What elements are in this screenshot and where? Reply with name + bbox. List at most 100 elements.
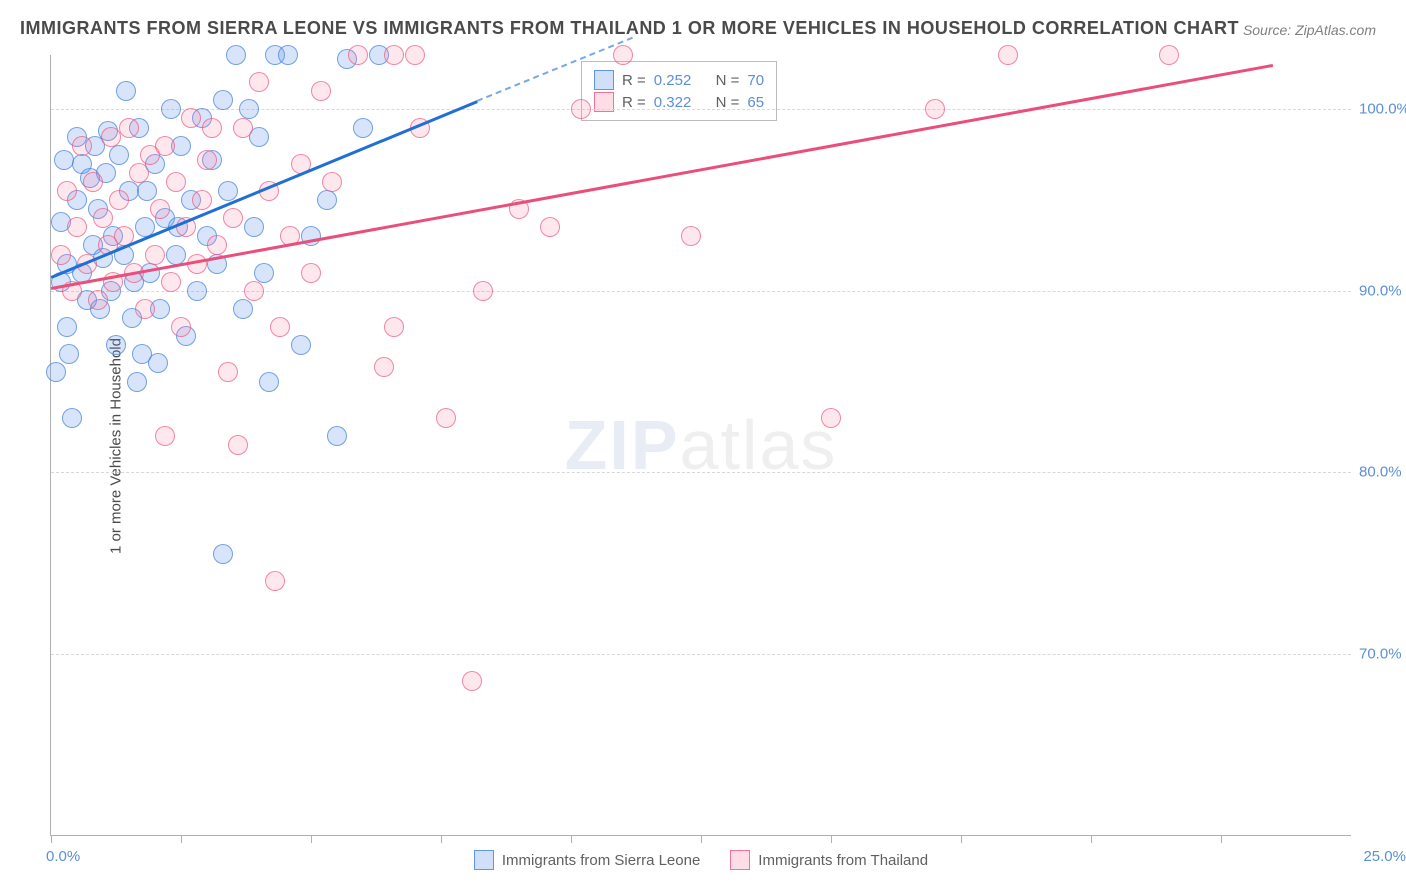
scatter-point — [218, 181, 238, 201]
scatter-point — [119, 118, 139, 138]
x-tick — [1221, 835, 1222, 843]
legend-bottom: Immigrants from Sierra Leone Immigrants … — [51, 850, 1351, 870]
scatter-point — [109, 145, 129, 165]
scatter-point — [301, 263, 321, 283]
r-value-pink: 0.322 — [654, 94, 692, 111]
scatter-point — [681, 226, 701, 246]
x-axis-max-label: 25.0% — [1363, 848, 1406, 865]
scatter-point — [228, 435, 248, 455]
scatter-point — [54, 150, 74, 170]
scatter-point — [109, 190, 129, 210]
scatter-point — [462, 671, 482, 691]
r-label: R = — [622, 94, 646, 111]
scatter-point — [301, 226, 321, 246]
scatter-point — [218, 362, 238, 382]
n-label: N = — [716, 72, 740, 89]
scatter-point — [473, 281, 493, 301]
x-tick — [441, 835, 442, 843]
scatter-point — [155, 136, 175, 156]
x-tick — [571, 835, 572, 843]
scatter-point — [998, 45, 1018, 65]
n-label: N = — [716, 94, 740, 111]
scatter-point — [384, 317, 404, 337]
scatter-point — [129, 163, 149, 183]
y-tick-label: 70.0% — [1359, 645, 1406, 662]
swatch-pink — [730, 850, 750, 870]
scatter-point — [150, 199, 170, 219]
scatter-point — [821, 408, 841, 428]
scatter-point — [207, 235, 227, 255]
x-tick — [311, 835, 312, 843]
scatter-point — [571, 99, 591, 119]
scatter-point — [322, 172, 342, 192]
scatter-point — [405, 45, 425, 65]
scatter-point — [161, 99, 181, 119]
swatch-blue — [474, 850, 494, 870]
scatter-point — [83, 172, 103, 192]
scatter-point — [374, 357, 394, 377]
legend-label-blue: Immigrants from Sierra Leone — [502, 852, 700, 869]
x-tick — [51, 835, 52, 843]
scatter-point — [291, 335, 311, 355]
scatter-point — [226, 45, 246, 65]
y-tick-label: 80.0% — [1359, 464, 1406, 481]
scatter-point — [278, 45, 298, 65]
scatter-point — [348, 45, 368, 65]
scatter-point — [187, 281, 207, 301]
scatter-point — [57, 317, 77, 337]
scatter-point — [613, 45, 633, 65]
scatter-point — [202, 118, 222, 138]
x-tick — [181, 835, 182, 843]
gridline — [51, 654, 1351, 655]
scatter-point — [540, 217, 560, 237]
scatter-point — [72, 136, 92, 156]
scatter-point — [1159, 45, 1179, 65]
scatter-point — [161, 272, 181, 292]
scatter-point — [137, 181, 157, 201]
source-label: Source: ZipAtlas.com — [1243, 22, 1376, 38]
scatter-point — [436, 408, 456, 428]
scatter-point — [88, 290, 108, 310]
scatter-point — [213, 90, 233, 110]
x-tick — [831, 835, 832, 843]
gridline — [51, 472, 1351, 473]
scatter-point — [148, 353, 168, 373]
scatter-point — [59, 344, 79, 364]
scatter-point — [135, 299, 155, 319]
legend-item-pink: Immigrants from Thailand — [730, 850, 928, 870]
scatter-point — [270, 317, 290, 337]
scatter-point — [93, 208, 113, 228]
legend-stats: R = 0.252 N = 70 R = 0.322 N = 65 — [581, 61, 777, 121]
scatter-point — [317, 190, 337, 210]
scatter-point — [192, 190, 212, 210]
r-value-blue: 0.252 — [654, 72, 692, 89]
legend-item-blue: Immigrants from Sierra Leone — [474, 850, 700, 870]
scatter-point — [145, 245, 165, 265]
scatter-point — [197, 150, 217, 170]
scatter-point — [171, 317, 191, 337]
scatter-point — [166, 245, 186, 265]
scatter-point — [239, 99, 259, 119]
scatter-point — [62, 408, 82, 428]
plot-area: ZIPatlas R = 0.252 N = 70 R = 0.322 N = … — [50, 55, 1351, 836]
n-value-pink: 65 — [747, 94, 764, 111]
chart-title: IMMIGRANTS FROM SIERRA LEONE VS IMMIGRAN… — [20, 18, 1239, 39]
x-tick — [701, 835, 702, 843]
legend-label-pink: Immigrants from Thailand — [758, 852, 928, 869]
scatter-point — [249, 72, 269, 92]
n-value-blue: 70 — [747, 72, 764, 89]
x-tick — [1091, 835, 1092, 843]
scatter-point — [181, 108, 201, 128]
scatter-point — [106, 335, 126, 355]
scatter-point — [223, 208, 243, 228]
scatter-point — [57, 181, 77, 201]
x-tick — [961, 835, 962, 843]
x-axis-min-label: 0.0% — [46, 848, 80, 865]
swatch-blue — [594, 70, 614, 90]
scatter-point — [127, 372, 147, 392]
scatter-point — [384, 45, 404, 65]
scatter-point — [353, 118, 373, 138]
scatter-point — [265, 571, 285, 591]
scatter-point — [101, 127, 121, 147]
r-label: R = — [622, 72, 646, 89]
